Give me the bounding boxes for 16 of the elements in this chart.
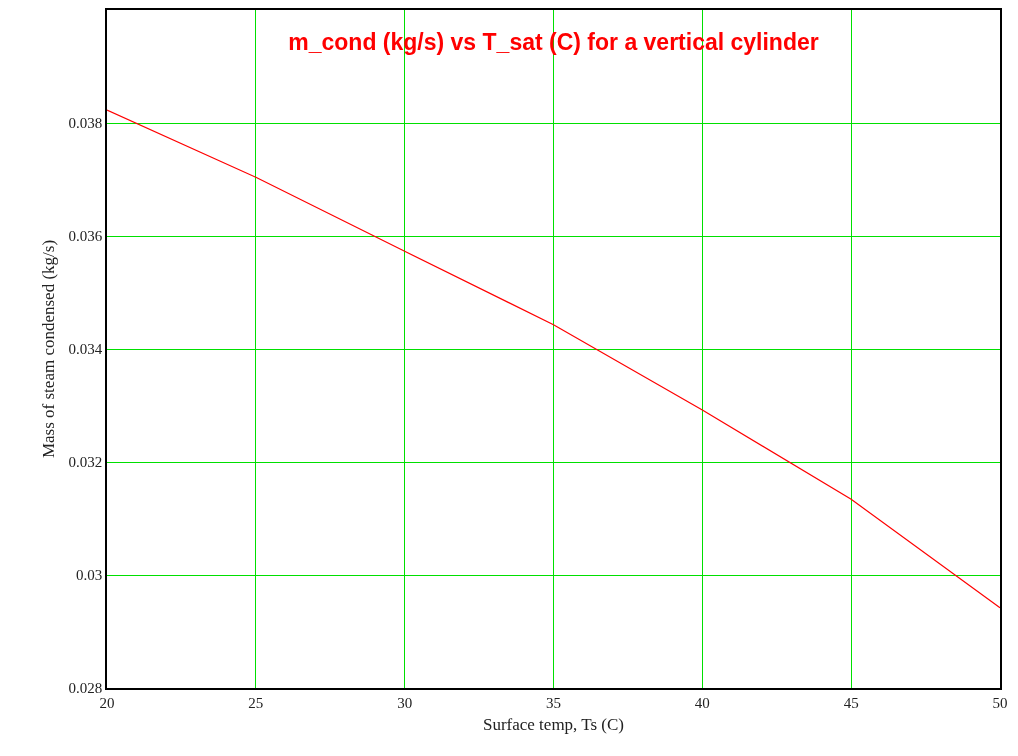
x-tick-label: 45	[843, 694, 859, 711]
x-tick-label: 40	[694, 694, 710, 711]
y-tick-label: 0.034	[68, 341, 103, 358]
x-axis-title: Surface temp, Ts (C)	[482, 714, 625, 734]
y-tick-label: 0.038	[68, 115, 103, 132]
x-tick-label: 50	[992, 694, 1008, 711]
y-axis-title: Mass of steam condensed (kg/s)	[38, 239, 58, 459]
y-tick-label: 0.036	[68, 228, 103, 245]
y-tick-label: 0.03	[76, 567, 103, 584]
x-tick-label: 25	[248, 694, 264, 711]
y-tick-label: 0.028	[68, 680, 103, 697]
line-series	[107, 109, 1000, 609]
x-tick-label: 30	[397, 694, 413, 711]
x-tick-label: 20	[99, 694, 115, 711]
y-tick-label: 0.032	[68, 454, 103, 471]
x-tick-label: 35	[546, 694, 561, 711]
